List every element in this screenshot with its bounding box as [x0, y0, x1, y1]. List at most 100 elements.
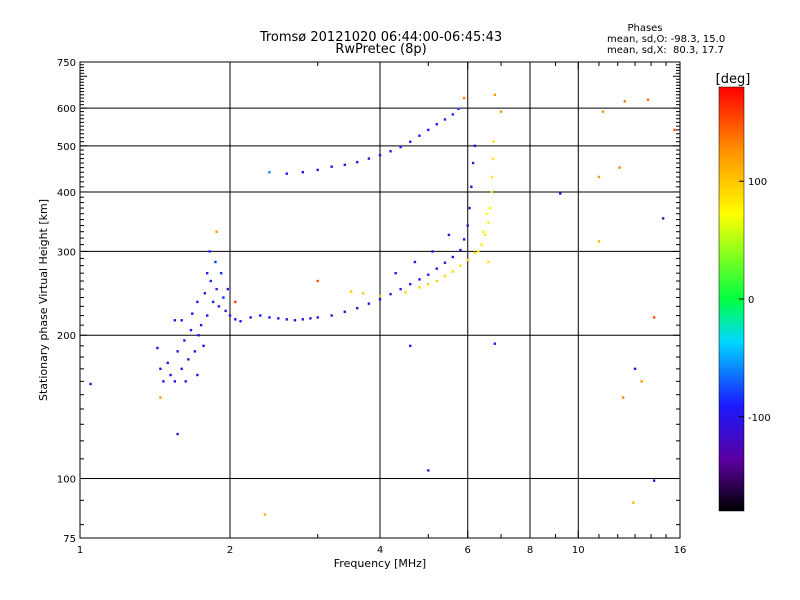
data-point-x-mode [487, 221, 490, 224]
data-point-x-mode [349, 290, 353, 293]
data-point-x-mode [404, 291, 407, 294]
data-point-o-mode [196, 300, 199, 304]
data-point-o-mode [208, 250, 211, 253]
x-tick-label: 10 [572, 545, 585, 556]
data-point-o-mode [378, 298, 382, 301]
chart-subtitle: RwPretec (8p) [335, 42, 426, 57]
data-point-x-mode [673, 128, 676, 132]
data-point-o-mode [471, 161, 475, 165]
data-point-o-mode [197, 334, 200, 337]
data-point-o-mode [187, 358, 190, 361]
data-point-x-mode [234, 300, 237, 304]
x-tick-label: 2 [227, 545, 233, 556]
data-point-x-mode [485, 212, 488, 215]
data-point-o-mode [219, 272, 223, 275]
data-point-x-mode [263, 513, 267, 516]
data-point-o-mode [435, 123, 438, 126]
data-point-o-mode [367, 157, 371, 160]
data-point-o-mode [89, 382, 92, 386]
data-point-o-mode [399, 145, 402, 149]
data-point-o-mode [309, 317, 312, 320]
x-tick-label: 16 [674, 545, 687, 556]
data-point-x-mode [483, 233, 487, 237]
data-point-o-mode [184, 380, 187, 383]
data-point-x-mode [499, 110, 503, 113]
data-point-o-mode [343, 163, 347, 167]
data-point-x-mode [597, 240, 601, 243]
data-point-o-mode [166, 361, 169, 365]
data-point-o-mode [418, 278, 421, 281]
data-point-x-mode [473, 251, 477, 255]
colorbar-ticks: 100 0 -100 [739, 177, 771, 424]
data-point-o-mode [301, 318, 305, 321]
data-point-o-mode [409, 140, 412, 143]
data-point-o-mode [418, 134, 421, 137]
data-point-o-mode [268, 171, 271, 174]
data-point-x-mode [459, 264, 462, 267]
data-point-o-mode [427, 469, 430, 472]
data-point-o-mode [661, 217, 665, 220]
axis-ticks: 1 2 4 6 8 10 16 75 100 200 300 400 500 600 750 [57, 58, 686, 556]
data-point-x-mode [618, 166, 621, 169]
data-point-o-mode [173, 380, 177, 383]
data-points [89, 93, 676, 516]
data-point-x-mode [316, 279, 319, 283]
data-point-o-mode [259, 314, 262, 317]
data-point-o-mode [378, 153, 382, 157]
data-point-o-mode [316, 168, 319, 172]
data-point-x-mode [427, 283, 430, 286]
data-point-x-mode [646, 98, 650, 101]
data-point-o-mode [189, 328, 193, 332]
data-point-o-mode [330, 165, 333, 168]
data-point-o-mode [169, 373, 172, 377]
data-point-o-mode [435, 267, 438, 270]
data-point-x-mode [491, 175, 494, 179]
data-point-o-mode [652, 479, 656, 482]
data-point-x-mode [378, 294, 382, 298]
data-point-o-mode [239, 320, 242, 323]
x-tick-label: 1 [77, 545, 83, 556]
data-point-o-mode [343, 310, 347, 314]
data-point-o-mode [427, 128, 430, 132]
data-point-o-mode [462, 238, 466, 241]
data-point-o-mode [389, 292, 392, 296]
data-point-x-mode [418, 286, 421, 289]
chart-title: Tromsø 20121020 06:44:00-06:45:43 [259, 30, 502, 45]
data-point-o-mode [205, 314, 209, 317]
data-point-o-mode [268, 316, 271, 319]
y-tick-label: 400 [57, 188, 76, 199]
data-point-x-mode [482, 230, 485, 233]
data-point-o-mode [215, 287, 218, 291]
data-point-o-mode [196, 373, 199, 377]
data-point-x-mode [652, 316, 656, 319]
data-point-o-mode [293, 319, 297, 322]
data-point-o-mode [451, 113, 455, 116]
data-point-x-mode [601, 110, 605, 113]
data-point-o-mode [493, 342, 497, 345]
data-point-o-mode [176, 432, 179, 436]
data-point-o-mode [633, 367, 637, 371]
data-point-o-mode [199, 323, 203, 327]
data-point-o-mode [173, 319, 177, 322]
data-point-x-mode [435, 279, 438, 283]
y-axis-label: Stationary phase Virtual Height [km] [37, 199, 50, 401]
data-point-o-mode [559, 192, 562, 195]
data-point-x-mode [488, 206, 492, 210]
data-point-o-mode [355, 160, 359, 164]
y-tick-label: 600 [57, 104, 76, 115]
data-point-x-mode [443, 275, 447, 278]
x-tick-label: 6 [465, 545, 471, 556]
data-point-o-mode [451, 255, 455, 259]
data-point-o-mode [470, 185, 473, 189]
data-point-o-mode [180, 319, 183, 322]
data-point-o-mode [202, 344, 205, 348]
y-tick-label: 300 [57, 247, 76, 258]
data-point-o-mode [466, 224, 469, 227]
data-point-x-mode [632, 501, 635, 504]
data-point-o-mode [183, 339, 186, 342]
data-point-o-mode [156, 346, 159, 350]
data-point-o-mode [355, 306, 359, 310]
data-point-o-mode [367, 302, 371, 305]
data-point-o-mode [459, 248, 462, 252]
data-point-x-mode [623, 100, 627, 103]
